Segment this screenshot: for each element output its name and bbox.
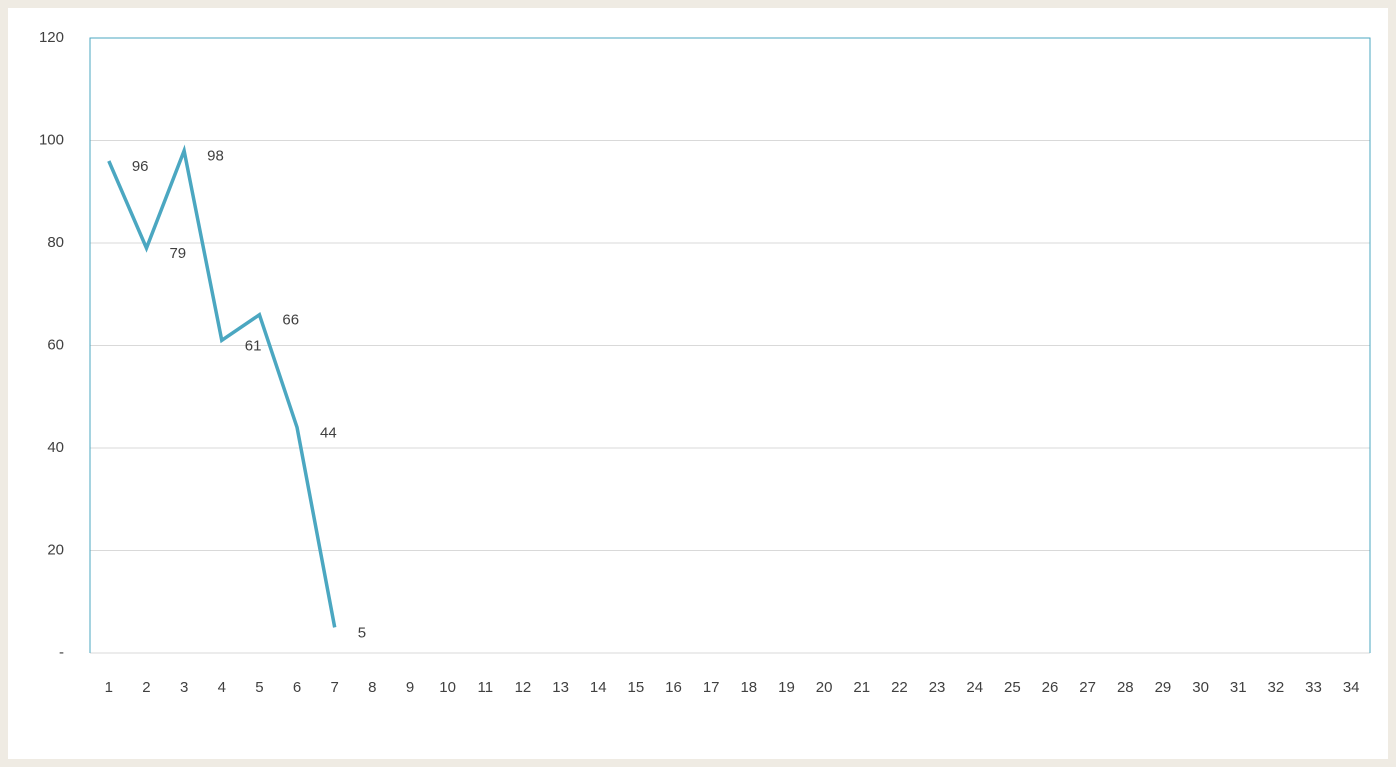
x-tick-label: 8 <box>368 679 376 696</box>
x-tick-label: 4 <box>218 679 226 696</box>
y-tick-label: 20 <box>47 541 64 558</box>
x-tick-label: 18 <box>740 679 757 696</box>
x-tick-label: 10 <box>439 679 456 696</box>
x-tick-label: 23 <box>929 679 946 696</box>
x-tick-label: 19 <box>778 679 795 696</box>
y-tick-label: 60 <box>47 336 64 353</box>
x-tick-label: 34 <box>1343 679 1360 696</box>
x-tick-label: 30 <box>1192 679 1209 696</box>
x-tick-label: 24 <box>966 679 983 696</box>
y-tick-label: - <box>59 644 64 661</box>
y-tick-label: 120 <box>39 29 64 46</box>
x-tick-label: 17 <box>703 679 720 696</box>
x-tick-label: 2 <box>142 679 150 696</box>
data-label: 44 <box>320 424 337 441</box>
x-tick-label: 7 <box>331 679 339 696</box>
data-label: 79 <box>169 245 186 262</box>
y-tick-label: 80 <box>47 234 64 251</box>
x-tick-label: 28 <box>1117 679 1134 696</box>
x-tick-label: 9 <box>406 679 414 696</box>
x-tick-label: 20 <box>816 679 833 696</box>
x-tick-label: 25 <box>1004 679 1021 696</box>
data-label: 66 <box>282 312 299 329</box>
x-tick-label: 6 <box>293 679 301 696</box>
y-tick-label: 100 <box>39 131 64 148</box>
x-tick-label: 11 <box>478 679 494 696</box>
data-label: 98 <box>207 148 224 165</box>
x-tick-label: 32 <box>1268 679 1285 696</box>
x-tick-label: 16 <box>665 679 682 696</box>
x-tick-label: 29 <box>1155 679 1172 696</box>
data-label: 96 <box>132 158 149 175</box>
chart-background <box>8 8 1388 759</box>
plot-frame <box>89 37 1371 653</box>
x-tick-label: 13 <box>552 679 569 696</box>
x-tick-label: 5 <box>255 679 263 696</box>
data-label: 61 <box>245 337 262 354</box>
data-label: 5 <box>358 624 366 641</box>
x-tick-label: 15 <box>628 679 645 696</box>
y-tick-label: 40 <box>47 439 64 456</box>
x-tick-label: 12 <box>515 679 532 696</box>
x-tick-label: 26 <box>1042 679 1059 696</box>
x-tick-label: 1 <box>105 679 113 696</box>
x-tick-label: 33 <box>1305 679 1322 696</box>
x-tick-label: 22 <box>891 679 908 696</box>
x-tick-label: 14 <box>590 679 607 696</box>
x-tick-label: 3 <box>180 679 188 696</box>
x-tick-label: 21 <box>853 679 870 696</box>
x-tick-label: 27 <box>1079 679 1096 696</box>
line-series <box>107 144 337 628</box>
x-tick-label: 31 <box>1230 679 1247 696</box>
